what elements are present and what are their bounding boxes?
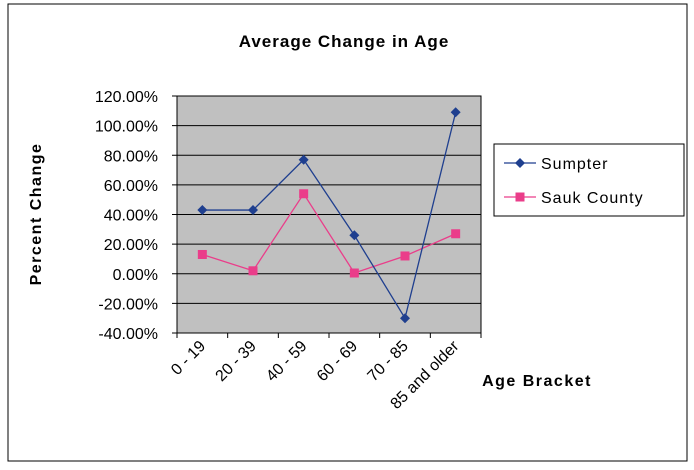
data-point (248, 266, 258, 276)
y-tick-label: 40.00% (104, 208, 158, 225)
data-point (450, 107, 461, 118)
legend-label: Sauk County (541, 190, 644, 207)
data-point (349, 268, 359, 278)
series (197, 189, 461, 278)
chart-title: Average Change in Age (239, 32, 450, 51)
y-tick-label: 60.00% (104, 178, 158, 195)
y-tick-label: -40.00% (98, 326, 158, 343)
legend-item: Sumpter (504, 156, 608, 173)
legend-label: Sumpter (541, 156, 608, 173)
data-point (515, 158, 525, 168)
data-point (400, 251, 410, 261)
y-tick-labels: 120.00% 100.00% 80.00% 60.00% 40.00% 20.00% 0.… (95, 89, 158, 343)
data-point (248, 205, 258, 216)
data-point (400, 313, 410, 324)
legend: Sumpter Sauk County (493, 143, 685, 217)
data-point (349, 230, 360, 241)
series-layer (197, 107, 461, 324)
series-line (202, 112, 457, 320)
y-tick-label: -20.00% (98, 296, 158, 313)
series (197, 107, 461, 324)
legend-item: Sauk County (504, 190, 644, 207)
data-point (298, 154, 309, 165)
y-tick-label: 120.00% (95, 89, 158, 106)
legend-items: Sumpter Sauk County (504, 156, 644, 207)
legend-box (493, 143, 685, 217)
data-point (299, 189, 309, 199)
x-axis-title: Age Bracket (482, 373, 592, 390)
series-line (202, 192, 456, 274)
y-tick-label: 0.00% (113, 267, 158, 284)
y-tick-label: 20.00% (104, 237, 158, 254)
y-tick-label: 80.00% (104, 148, 158, 165)
y-tick-label: 100.00% (95, 119, 158, 136)
data-point (515, 192, 525, 202)
data-point (451, 229, 461, 239)
y-axis-title: Percent Change (28, 143, 45, 286)
data-point (197, 249, 207, 259)
data-point (197, 205, 208, 216)
